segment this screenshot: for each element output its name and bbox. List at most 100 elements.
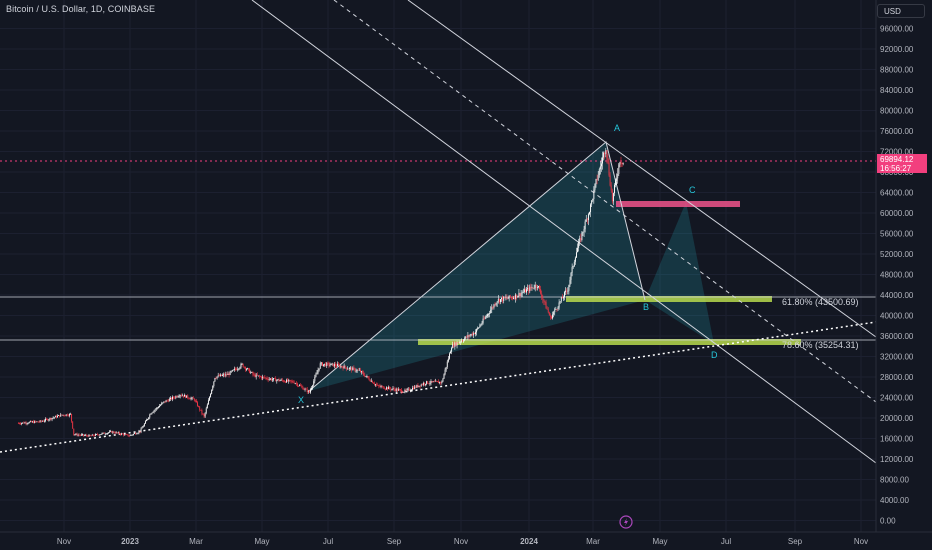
candle-body xyxy=(239,367,241,369)
candle-body xyxy=(455,342,457,346)
candle-body xyxy=(109,431,111,433)
currency-button[interactable]: USD xyxy=(877,4,925,18)
candle-body xyxy=(551,316,552,319)
price-tick-label: 80000.00 xyxy=(880,107,914,116)
candle-body xyxy=(413,387,415,390)
candle-body xyxy=(438,381,440,384)
candle-body xyxy=(120,433,121,435)
candle-body xyxy=(214,378,216,382)
candle-body xyxy=(513,297,514,299)
candle-body xyxy=(173,396,175,398)
candle-body xyxy=(401,389,403,393)
candle-body xyxy=(305,388,307,390)
candle-body xyxy=(317,369,319,373)
candle-body xyxy=(358,369,360,371)
candle-body xyxy=(485,316,487,318)
candle-body xyxy=(33,421,35,423)
candle-body xyxy=(273,378,274,380)
candle-body xyxy=(198,406,200,407)
candle-body xyxy=(207,400,209,405)
time-axis[interactable]: Nov 2023 Mar May Jul Sep Nov 2024 Mar May Jul Sep No… xyxy=(57,537,868,546)
candle-body xyxy=(559,301,561,303)
candle-body xyxy=(572,266,574,268)
candle-body xyxy=(405,389,407,391)
candle-body xyxy=(153,410,155,413)
candle-body xyxy=(511,297,513,299)
candle-body xyxy=(181,395,183,397)
candle-body xyxy=(211,389,213,394)
candle-body xyxy=(149,414,151,418)
candle-body xyxy=(580,238,582,240)
candle-body xyxy=(323,364,324,366)
resistance-zone xyxy=(616,201,740,207)
candle-body xyxy=(100,434,102,436)
candle-body xyxy=(70,413,71,415)
candle-body xyxy=(600,163,602,167)
candle-body xyxy=(340,366,342,368)
candle-body xyxy=(336,365,337,367)
candle-body xyxy=(115,432,117,434)
candle-body xyxy=(230,371,232,373)
candle-body xyxy=(279,380,281,382)
candle-body xyxy=(608,162,610,176)
candle-body xyxy=(350,367,352,369)
candle-body xyxy=(139,431,141,433)
candle-body xyxy=(341,366,343,368)
candle-body xyxy=(19,423,20,424)
candle-body xyxy=(543,299,545,302)
candle-body xyxy=(299,385,301,387)
candle-body xyxy=(168,399,170,402)
candle-body xyxy=(307,390,309,393)
candle-body xyxy=(441,381,443,383)
candle-body xyxy=(37,421,39,423)
candle-body xyxy=(383,388,385,390)
candle-body xyxy=(172,396,174,400)
candle-body xyxy=(162,402,164,404)
candles xyxy=(17,147,624,438)
candle-body xyxy=(337,364,339,367)
candle-body xyxy=(251,372,253,373)
candle-body xyxy=(113,431,115,433)
candle-body xyxy=(267,378,269,380)
lightning-icon[interactable] xyxy=(619,515,633,529)
candle-body xyxy=(437,381,438,383)
candle-body xyxy=(266,377,268,379)
candle-body xyxy=(169,397,171,400)
candle-body xyxy=(536,287,538,288)
price-tick-label: 12000.00 xyxy=(880,455,914,464)
current-price-badge: 69894.12 16:56:27 xyxy=(877,154,927,173)
price-tick-label: 96000.00 xyxy=(880,25,914,34)
candle-body xyxy=(344,365,346,368)
candle-body xyxy=(51,418,53,420)
candle-body xyxy=(496,301,498,304)
candle-body xyxy=(457,342,459,344)
candle-body xyxy=(84,435,86,437)
candle-body xyxy=(303,389,305,391)
candle-body xyxy=(573,261,575,267)
candle-body xyxy=(554,309,556,313)
candle-body xyxy=(612,193,614,202)
candle-body xyxy=(155,407,157,410)
candle-body xyxy=(275,378,277,382)
candle-body xyxy=(315,374,317,377)
candle-body xyxy=(38,421,40,423)
candle-body xyxy=(507,298,509,300)
candle-body xyxy=(64,415,66,417)
candle-body xyxy=(144,421,146,424)
candle-body xyxy=(564,292,565,298)
candle-body xyxy=(345,367,347,369)
candle-body xyxy=(21,423,23,424)
candle-body xyxy=(362,371,364,373)
candle-body xyxy=(158,407,159,409)
candle-body xyxy=(338,364,340,365)
candle-body xyxy=(25,422,27,424)
candle-body xyxy=(105,433,107,435)
candle-body xyxy=(475,332,476,335)
candle-body xyxy=(116,432,118,434)
candle-body xyxy=(464,338,466,341)
candle-body xyxy=(332,363,334,367)
price-tick-label: 92000.00 xyxy=(880,45,914,54)
candle-body xyxy=(426,381,428,384)
candle-body xyxy=(481,322,483,325)
